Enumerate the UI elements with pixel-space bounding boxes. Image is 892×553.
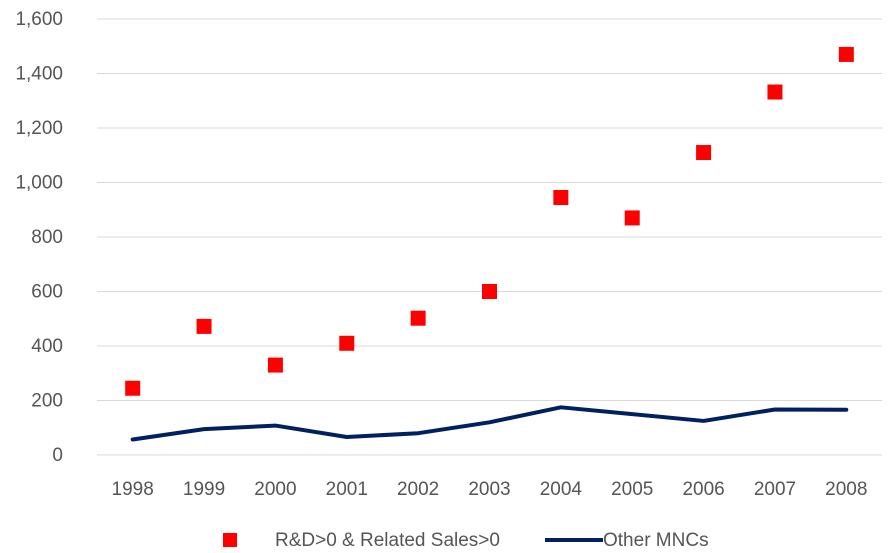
x-tick-label: 1999 bbox=[183, 479, 225, 500]
x-tick-label: 2005 bbox=[611, 479, 653, 500]
rd-related-sales-point bbox=[196, 318, 212, 334]
y-tick-label: 800 bbox=[31, 227, 63, 248]
y-tick-label: 1,000 bbox=[15, 173, 63, 194]
rd-related-sales-point bbox=[838, 46, 854, 62]
y-tick-label: 1,400 bbox=[15, 64, 63, 85]
y-tick-label: 0 bbox=[52, 445, 63, 466]
y-tick-label: 1,600 bbox=[15, 9, 63, 30]
legend: R&D>0 & Related Sales>0 Other MNCs bbox=[223, 530, 709, 551]
rd-related-sales-point bbox=[767, 84, 783, 100]
rd-related-sales-point bbox=[696, 145, 712, 161]
legend-marker-rd-related-sales bbox=[223, 533, 237, 547]
rd-related-sales-point bbox=[624, 210, 640, 226]
rd-related-sales-point bbox=[125, 380, 141, 396]
rd-related-sales-point bbox=[267, 357, 283, 373]
y-tick-label: 200 bbox=[31, 391, 63, 412]
x-tick-label: 2004 bbox=[540, 479, 583, 500]
rd-related-sales-series bbox=[125, 46, 854, 396]
rd-related-sales-point bbox=[410, 310, 426, 326]
legend-label-rd-related-sales: R&D>0 & Related Sales>0 bbox=[275, 530, 500, 551]
legend-label-other-mncs: Other MNCs bbox=[603, 530, 709, 551]
x-tick-label: 2006 bbox=[682, 479, 724, 500]
y-axis-tick-labels: 0 200 400 600 800 1,000 1,200 1,400 1,600 bbox=[15, 9, 63, 466]
x-tick-label: 2001 bbox=[326, 479, 368, 500]
y-tick-label: 400 bbox=[31, 336, 63, 357]
x-tick-label: 2003 bbox=[468, 479, 510, 500]
x-tick-label: 2002 bbox=[397, 479, 439, 500]
rd-related-sales-point bbox=[482, 284, 497, 299]
x-tick-label: 2008 bbox=[825, 479, 867, 500]
x-tick-label: 2007 bbox=[754, 479, 796, 500]
other-mncs-series bbox=[130, 405, 849, 442]
other-mncs-line bbox=[130, 405, 849, 442]
rd-related-sales-point bbox=[339, 335, 355, 351]
y-tick-label: 1,200 bbox=[15, 118, 63, 139]
gridlines bbox=[97, 18, 882, 456]
x-tick-label: 1998 bbox=[112, 479, 154, 500]
x-tick-label: 2000 bbox=[254, 479, 296, 500]
rd-related-sales-point bbox=[553, 189, 569, 205]
x-axis-tick-labels: 1998 1999 2000 2001 2002 2003 2004 2005 2006 2007… bbox=[112, 479, 868, 500]
y-tick-label: 600 bbox=[31, 282, 63, 303]
